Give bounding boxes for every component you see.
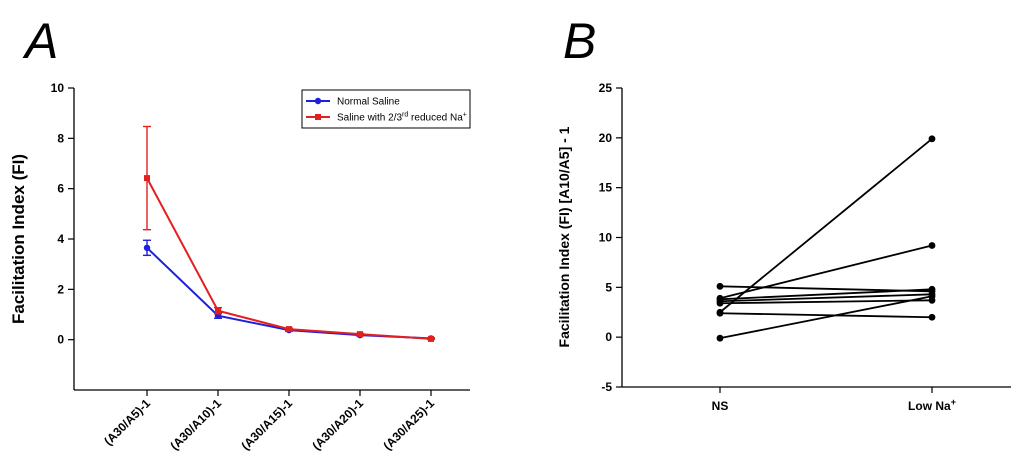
panel-a-y-axis-title: Facilitation Index (FI) [9, 154, 28, 324]
panel-b-y-tick-label: 15 [599, 181, 613, 195]
paired-line [719, 288, 933, 301]
panel-letter-b: B [563, 13, 596, 69]
panel-b-y-tick-label: 0 [605, 330, 612, 344]
panel-a-y-tick-label: 8 [57, 131, 64, 145]
paired-line [719, 295, 933, 340]
legend-marker-reduced-na [315, 114, 321, 120]
paired-line [719, 138, 933, 313]
data-point-normal-saline [143, 244, 151, 252]
paired-line [719, 299, 933, 305]
panel-b-y-axis-title: Facilitation Index (FI) [A10/A5] - 1 [556, 126, 572, 347]
paired-line [719, 244, 933, 300]
data-point-low-na [928, 313, 936, 321]
series-line-reduced-na [146, 177, 432, 340]
panel-a-y-tick-label: 0 [57, 333, 64, 347]
panel-a-y-tick-label: 4 [57, 232, 64, 246]
legend-marker-normal-saline [314, 97, 322, 105]
legend-label-normal-saline: Normal Saline [337, 97, 400, 108]
data-point-ns [716, 299, 724, 307]
paired-line [719, 293, 933, 303]
data-point-ns [716, 309, 724, 317]
panel-a-legend: Normal Saline Saline with 2/3rd reduced … [301, 89, 471, 129]
data-point-reduced-na [215, 307, 221, 314]
data-point-ns [716, 282, 724, 290]
data-point-low-na [928, 242, 936, 249]
data-point-reduced-na [144, 175, 150, 182]
panel-b-y-tick-label: 25 [599, 81, 613, 95]
data-point-low-na [928, 292, 936, 300]
chart-panel-a: 0 2 4 6 8 10 (A30/A5)-1 (A30/A10)-1 (A30/A15)-1… [9, 81, 471, 453]
panel-a-y-tick-label: 2 [57, 282, 64, 296]
legend-label-reduced-na: Saline with 2/3rd reduced Na+ [337, 112, 467, 124]
chart-panel-b: -5 0 5 10 15 20 25 NS Low Na+ Facilitation Inde… [556, 81, 1011, 413]
panel-b-y-tick-label: 10 [599, 231, 613, 245]
panel-a-x-tick-label: (A30/A15)-1 [239, 396, 296, 453]
data-point-reduced-na [357, 331, 363, 338]
data-point-low-na [928, 285, 936, 293]
panel-a-x-tick-label: (A30/A10)-1 [168, 396, 225, 453]
panel-letter-a: A [22, 13, 58, 69]
paired-line [719, 312, 933, 319]
panel-a-x-tick-label: (A30/A25)-1 [381, 396, 438, 453]
data-point-reduced-na [286, 326, 292, 333]
panel-b-y-tick-label: -5 [601, 380, 612, 394]
panel-b-y-tick-label: 5 [605, 280, 612, 294]
data-point-low-na [928, 135, 936, 143]
panel-a-x-tick-label: (A30/A20)-1 [310, 396, 367, 453]
data-point-reduced-na [428, 335, 434, 342]
legend-box [301, 89, 471, 129]
panel-a-y-tick-label: 10 [51, 81, 65, 95]
data-point-ns [716, 334, 724, 342]
series-line-normal-saline [146, 247, 432, 340]
panel-a-x-tick-label: (A30/A5)-1 [101, 396, 153, 448]
panel-b-x-tick-label: Low Na+ [908, 397, 956, 413]
panel-a-y-tick-label: 6 [57, 182, 64, 196]
panel-b-x-tick-label: NS [712, 399, 729, 413]
panel-b-y-tick-label: 20 [599, 131, 613, 145]
